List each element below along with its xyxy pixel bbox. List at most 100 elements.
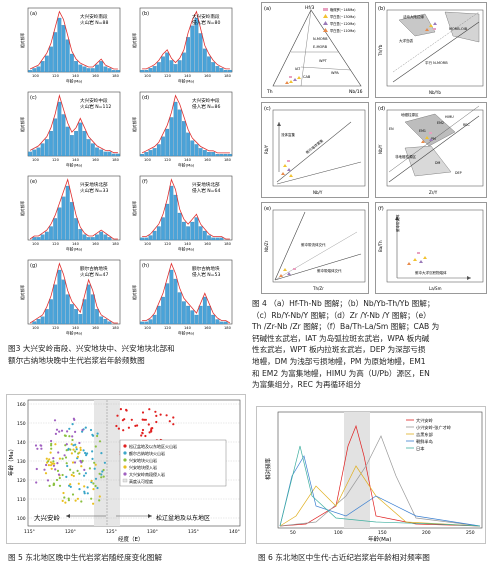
fig3-bar — [144, 69, 149, 73]
fig5-point — [92, 434, 95, 437]
fig5-point — [84, 472, 87, 475]
fig4b-xlabel: Nb/Yb — [429, 90, 441, 95]
fig5-point — [55, 428, 59, 431]
fig5-point — [122, 429, 125, 432]
fig3-bar — [107, 237, 112, 241]
fig5-point — [69, 483, 72, 486]
fig3-bar — [82, 130, 87, 157]
fig3-bar — [207, 305, 211, 325]
fig5-point — [48, 484, 51, 487]
fig3-panel-label: (h) — [142, 263, 149, 269]
fig4f-note-1: 俯冲带流体 — [395, 214, 400, 232]
fig3-density-curve — [142, 262, 231, 324]
fig3-bar — [107, 321, 112, 325]
fig4a-legend-2: 早白垩(~130Ma) — [330, 14, 356, 19]
fig4a-field-emorb: E-MORB — [313, 45, 328, 49]
fig3-bar — [198, 33, 203, 73]
fig4d-ylabel: Nb/Y — [378, 144, 383, 154]
fig4-caption-line-8: 为富集组分，REC 为再循环组分 — [252, 380, 361, 390]
fig3-bar — [28, 151, 32, 157]
fig3-bar — [36, 147, 41, 157]
fig5-point — [50, 442, 53, 445]
fig3-density-curve — [29, 94, 118, 154]
fig5-point — [45, 457, 48, 460]
fig5-point — [100, 452, 103, 455]
fig3-bar — [57, 101, 62, 157]
fig6-ylabel: 相对频率 — [264, 457, 272, 480]
fig3-x-tick: 100 — [32, 242, 40, 246]
fig5-point — [61, 473, 64, 477]
fig3-bar — [49, 130, 53, 157]
fig5-point — [80, 500, 83, 503]
fig3-bar — [144, 152, 149, 157]
fig5-x-tick: 115° — [24, 529, 35, 535]
fig3-bar — [211, 62, 216, 73]
fig3-bar — [156, 305, 161, 325]
fig3-bar — [82, 299, 87, 325]
fig3-bar — [165, 283, 170, 325]
fig6-x-tick: 150 — [378, 530, 387, 536]
fig5-point — [83, 492, 86, 495]
fig3-density-curve — [29, 262, 118, 324]
fig4-caption: 图 4 （a）Hf-Th-Nb 图解；（b）Nb/Yb-Th/Yb 图解； （c… — [252, 298, 490, 391]
figure-3: (a) 大兴安岭南段 火山岩 N=88 100 120 140 160 180 年龄(Ma) 相对… — [0, 0, 250, 340]
fig3-bar — [49, 299, 53, 325]
fig3-y-label: 相对频率 — [20, 201, 25, 216]
fig5-point — [58, 476, 61, 480]
fig5-point — [54, 443, 57, 446]
fig5-point — [84, 451, 87, 455]
fig3-bar — [169, 60, 174, 73]
fig5-x-ticks: 115° 120° 125° 130° 135° 140° — [24, 529, 240, 535]
fig5-point — [93, 467, 96, 470]
fig6-legend-3: 吉黑东部 — [416, 431, 433, 438]
fig3-x-tick: 100 — [32, 74, 40, 78]
fig3-x-tick: 180 — [112, 242, 120, 246]
fig5-point — [103, 461, 106, 464]
fig4b-note-4: MORB-OIB — [449, 27, 468, 31]
fig5-point — [91, 457, 94, 460]
fig3-x-tick: 140 — [184, 326, 192, 330]
fig5-y-tick: 100 — [17, 516, 26, 522]
fig5-point — [52, 460, 55, 463]
fig4-caption-line-1: 图 4 （a）Hf-Th-Nb 图解；（b）Nb/Yb-Th/Yb 图解； — [252, 299, 435, 308]
fig6-xlabel: 年龄(Ma) — [368, 535, 391, 543]
fig3-bar — [223, 321, 228, 325]
fig3-x-tick: 100 — [32, 326, 40, 330]
fig5-ylabel: 年龄（Ma） — [7, 446, 15, 476]
fig6-curve — [279, 465, 481, 527]
fig5-point — [154, 410, 157, 413]
fig3-x-label: 年龄(Ma) — [66, 331, 83, 336]
fig3-bar — [202, 230, 207, 241]
fig3-panel-title: 大兴安岭中段 — [192, 97, 220, 104]
fig3-bar — [36, 237, 41, 241]
fig5-point — [94, 445, 97, 448]
fig5-point — [71, 493, 75, 496]
fig5-point — [172, 416, 175, 419]
fig3-bar — [32, 68, 37, 73]
fig5-point — [90, 497, 93, 500]
fig5-point — [83, 485, 86, 488]
fig5-point — [78, 451, 81, 454]
fig4e-xlabel: Th/Zr — [312, 286, 324, 291]
fig3-bar — [156, 144, 161, 157]
fig5-x-tick: 135° — [188, 529, 199, 535]
fig5-point — [94, 463, 97, 466]
fig3-bar — [177, 212, 182, 241]
fig6-curve — [279, 435, 481, 527]
fig3-panel-label: (e) — [30, 179, 37, 185]
fig5-point — [58, 484, 62, 487]
fig5-point — [148, 408, 151, 411]
fig3-bar — [228, 153, 232, 157]
fig3-bar — [215, 66, 220, 73]
fig3-panel-title: 额尔古纳地块 — [192, 265, 220, 272]
fig3-bar — [219, 153, 224, 157]
fig5-point — [49, 461, 53, 464]
fig3-bar — [111, 153, 116, 157]
fig3-bar — [198, 305, 203, 325]
fig5-point — [68, 435, 71, 438]
fig3-x-tick: 120 — [52, 326, 60, 330]
fig3-bar — [107, 68, 112, 73]
fig5-point — [35, 481, 38, 484]
fig5-point — [72, 448, 75, 451]
